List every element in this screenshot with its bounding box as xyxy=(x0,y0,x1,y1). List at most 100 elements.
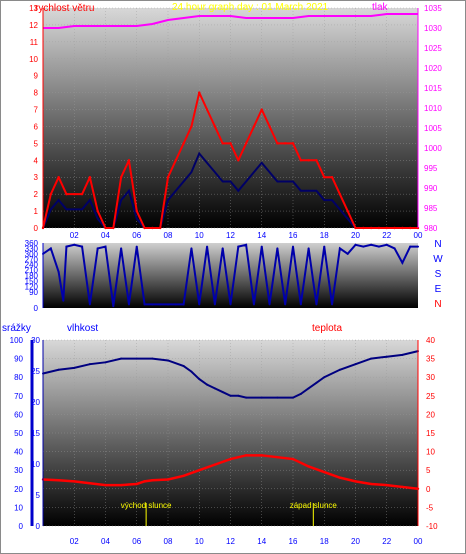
temperature-axis-label: teplota xyxy=(312,323,342,334)
humidity-point xyxy=(323,376,326,379)
wind-xtick: 14 xyxy=(257,231,266,240)
rain-ytick: 80 xyxy=(14,373,23,382)
temperature-ytick: 20 xyxy=(426,410,435,419)
temperature-ytick: 0 xyxy=(426,485,431,494)
rain-ytick-labels: 0 10 20 30 40 50 60 70 80 90 100 xyxy=(10,336,24,531)
wind-direction-point xyxy=(307,247,310,250)
temperature-ytick: 25 xyxy=(426,392,435,401)
wind-speed-point xyxy=(323,176,326,179)
wind-speed-point xyxy=(315,159,318,162)
pressure-ytick-labels: 980 985 990 995 1000 1005 1010 1015 1020 1025 1030… xyxy=(424,4,442,233)
wind-direction-point xyxy=(338,247,341,250)
humidity-point xyxy=(190,370,193,373)
wind-ytick: 10 xyxy=(29,55,38,64)
temperature-point xyxy=(369,482,373,486)
direction-ytick: 240 xyxy=(25,261,39,270)
wind-speed-point xyxy=(112,226,115,230)
direction-ytick: 300 xyxy=(25,250,39,259)
wind-direction-point xyxy=(65,245,68,248)
temperature-ytick: 5 xyxy=(426,466,431,475)
humidity-point xyxy=(260,396,263,399)
humidity-point xyxy=(299,392,302,395)
humidity-point xyxy=(167,359,169,362)
wind-direction-marks xyxy=(42,243,419,308)
wind-ytick: 1 xyxy=(34,207,39,216)
wind-speed-point xyxy=(401,226,404,230)
wind-speed-point xyxy=(393,226,396,230)
wind-direction-point xyxy=(292,245,294,248)
wind-direction-point xyxy=(276,247,279,250)
humidity-point xyxy=(338,368,341,371)
rain-ytick: 100 xyxy=(10,336,24,345)
wind-direction-point xyxy=(393,247,396,250)
temperature-point xyxy=(385,483,388,487)
wind-ytick: 5 xyxy=(34,139,39,148)
humidity-ytick: 10 xyxy=(31,460,40,469)
humidity-xtick: 08 xyxy=(164,537,173,546)
humidity-point xyxy=(57,368,60,371)
temperature-point xyxy=(198,469,201,472)
temperature-ytick: 30 xyxy=(426,373,435,382)
wind-direction-point xyxy=(49,247,52,250)
temperature-point xyxy=(57,479,60,482)
wind-speed-point xyxy=(362,226,365,230)
humidity-xtick: 02 xyxy=(70,537,79,546)
wind-speed-point xyxy=(96,209,99,213)
wind-speed-point xyxy=(377,226,381,230)
wind-direction-point xyxy=(143,303,146,306)
sunset-label: západ slunce xyxy=(290,501,338,510)
wind-direction-point xyxy=(268,303,271,306)
wind-direction-point xyxy=(159,303,162,306)
humidity-point xyxy=(292,396,294,399)
temperature-point xyxy=(354,480,357,483)
wind-speed-point xyxy=(151,226,154,230)
humidity-point xyxy=(73,366,76,369)
wind-speed-point xyxy=(143,226,146,230)
wind-speed-point xyxy=(354,226,357,230)
wind-speed-point xyxy=(252,125,256,128)
wind-direction-point xyxy=(167,303,169,306)
humidity-point xyxy=(401,353,404,356)
humidity-point xyxy=(221,391,224,394)
wind-direction-point xyxy=(81,245,84,248)
humidity-point xyxy=(213,387,216,390)
wind-direction-point xyxy=(96,247,99,250)
compass-letter: N xyxy=(434,239,441,250)
wind-speed-point xyxy=(190,125,193,128)
wind-direction-point xyxy=(252,303,255,306)
wind-speed-point xyxy=(213,125,217,128)
temperature-point xyxy=(166,478,170,481)
wind-xtick: 06 xyxy=(132,231,141,240)
rain-axis-label: srážky xyxy=(2,323,31,334)
wind-speed-point xyxy=(65,192,68,196)
sun-event-markers: východ slunce západ slunce xyxy=(121,501,338,526)
wind-speed-point xyxy=(229,142,232,145)
humidity-temperature-marks xyxy=(41,350,420,491)
pressure-ytick: 1015 xyxy=(424,84,442,93)
pressure-ytick: 1000 xyxy=(424,144,442,153)
humidity-xtick: 22 xyxy=(382,537,391,546)
wind-direction-point xyxy=(315,303,318,306)
wind-direction-point xyxy=(120,247,123,250)
wind-direction-point xyxy=(213,303,216,306)
wind-direction-point xyxy=(323,245,326,248)
wind-speed-point xyxy=(244,142,248,145)
direction-ytick: 330 xyxy=(25,244,39,253)
temperature-ytick: 35 xyxy=(426,355,435,364)
wind-direction-point xyxy=(370,243,373,246)
compass-letter: W xyxy=(433,254,443,265)
humidity-point xyxy=(315,381,318,384)
temperature-point xyxy=(151,479,154,482)
humidity-point xyxy=(237,394,240,397)
rain-ytick: 10 xyxy=(14,503,23,512)
temperature-point xyxy=(338,476,342,479)
chart-title: 24 hour graph day : 01 March 2021 xyxy=(172,2,329,13)
humidity-ytick: 20 xyxy=(31,398,40,407)
wind-speed-point xyxy=(80,192,84,196)
wind-ytick: 3 xyxy=(34,173,39,182)
wind-direction-point xyxy=(104,245,107,248)
direction-ytick: 150 xyxy=(25,277,39,286)
temperature-point xyxy=(73,480,76,483)
